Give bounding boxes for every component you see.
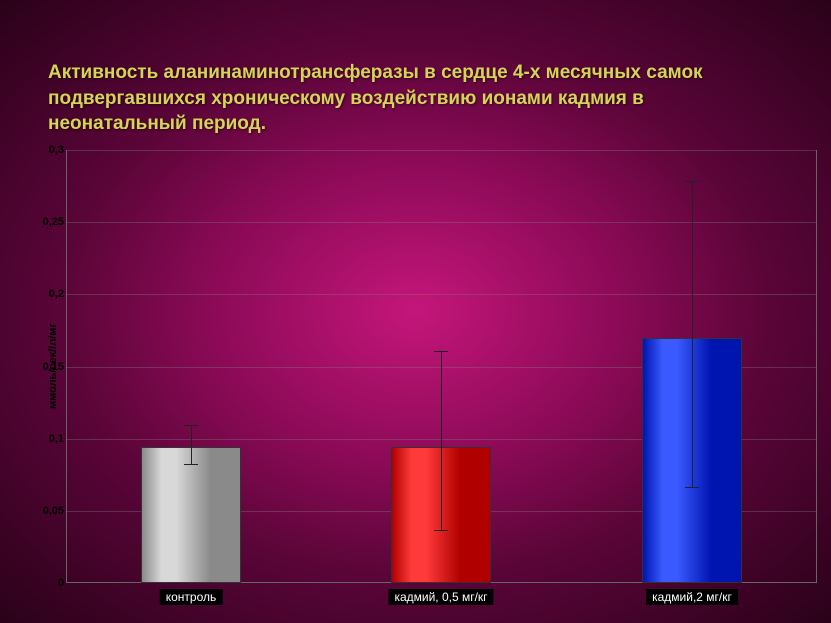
x-tick-label: кадмий,2 мг/кг [646, 589, 738, 605]
gridline [66, 222, 817, 223]
error-cap-bottom [685, 487, 699, 488]
gridline [66, 150, 817, 151]
error-cap-bottom [184, 464, 198, 465]
error-cap-top [685, 181, 699, 182]
y-tick-label: 0,2 [36, 288, 64, 300]
gridline [66, 294, 817, 295]
error-cap-bottom [434, 530, 448, 531]
error-bar [441, 352, 442, 531]
y-tick-label: 0,1 [36, 433, 64, 445]
x-tick-label: контроль [160, 589, 223, 605]
chart-title: Активность аланинаминотрансферазы в серд… [48, 60, 783, 137]
y-tick-label: 0 [36, 577, 64, 589]
y-tick-label: 0,25 [36, 216, 64, 228]
chart-area: ммоль/сек//л/мг 00,050,10,150,20,250,3ко… [36, 150, 817, 605]
y-tick-label: 0,05 [36, 505, 64, 517]
y-tick-label: 0,15 [36, 361, 64, 373]
y-tick-label: 0,3 [36, 144, 64, 156]
error-cap-top [184, 425, 198, 426]
error-bar [692, 182, 693, 488]
slide: Активность аланинаминотрансферазы в серд… [0, 0, 831, 623]
plot-region: 00,050,10,150,20,250,3контролькадмий, 0,… [66, 150, 817, 583]
x-tick-label: кадмий, 0,5 мг/кг [388, 589, 493, 605]
error-bar [191, 426, 192, 465]
error-cap-top [434, 351, 448, 352]
bar [141, 447, 241, 583]
